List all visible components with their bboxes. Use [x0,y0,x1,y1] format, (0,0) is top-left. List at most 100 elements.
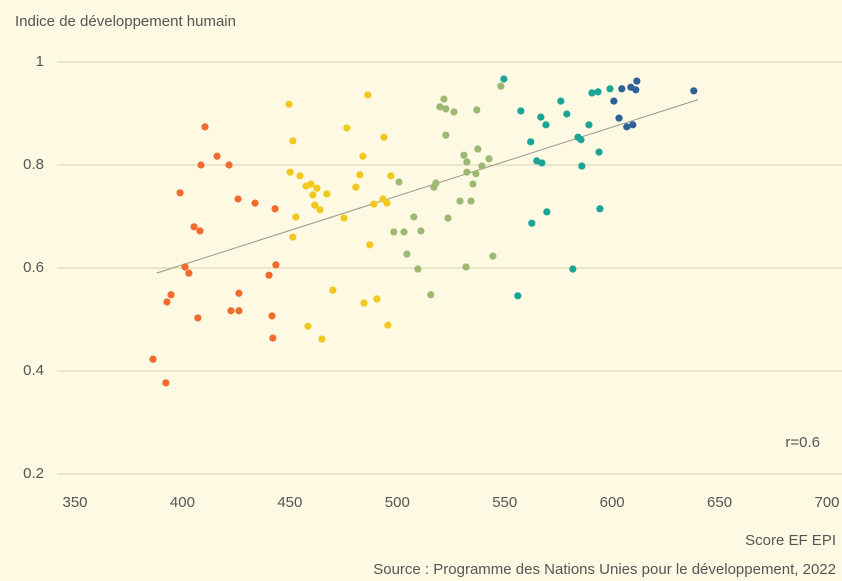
point [403,250,411,258]
point [538,159,546,167]
point [370,200,378,208]
point [227,307,235,315]
point [478,162,486,170]
chart-title: Indice de développement humain [15,13,236,30]
point [569,265,577,273]
point [563,110,571,118]
point [517,107,525,115]
point [289,233,297,241]
point [316,206,324,214]
point [360,299,368,307]
point [450,108,458,116]
point [234,195,242,203]
x-axis-label: Score EF EPI [745,532,836,549]
x-tick-label: 500 [385,494,410,511]
point [318,335,326,343]
point [296,172,304,180]
point [383,199,391,207]
point [557,97,565,105]
point [410,213,418,221]
point [633,77,641,85]
point [417,227,425,235]
point [629,121,637,129]
point [167,291,175,299]
point [489,252,497,260]
point [500,75,508,83]
point [359,152,367,160]
point [366,241,374,249]
point [340,214,348,222]
point [595,148,603,156]
point [269,334,277,342]
point [469,180,477,188]
point [414,265,422,273]
x-tick-label: 550 [492,494,517,511]
point [286,168,294,176]
point [444,214,452,222]
point [162,379,170,387]
point [311,201,319,209]
point [197,161,205,169]
point [442,105,450,113]
point [149,355,157,363]
point [181,263,189,271]
x-tick-label: 650 [707,494,732,511]
point [292,213,300,221]
point [176,189,184,197]
point [427,291,435,299]
point [390,228,398,236]
point [594,88,602,96]
point [289,137,297,145]
point [373,295,381,303]
point [467,197,475,205]
point [196,227,204,235]
point [235,307,243,315]
point [456,197,464,205]
point [285,100,293,108]
y-tick-label: 0.4 [23,362,44,379]
point [542,121,550,129]
point [356,171,364,179]
point [596,205,604,213]
point [543,208,551,216]
x-tick-label: 600 [600,494,625,511]
point [462,263,470,271]
point [463,158,471,166]
point [307,180,315,188]
point [185,269,193,277]
point [527,138,535,146]
point [440,95,448,103]
point [235,289,243,297]
point [213,152,221,160]
point [271,205,279,213]
point [329,286,337,294]
point [485,155,493,163]
point [352,183,360,191]
point [578,162,586,170]
point [615,114,623,122]
point [323,190,331,198]
point [163,298,171,306]
point [473,106,481,114]
point [528,219,536,227]
point [225,161,233,169]
point [514,292,522,300]
point [190,223,198,231]
point [387,172,395,180]
point [632,86,640,94]
point [272,261,280,269]
point [460,151,468,159]
trend-line [156,99,699,274]
point [618,85,626,93]
point [395,178,403,186]
x-tick-label: 400 [170,494,195,511]
point [201,123,209,131]
point [251,199,259,207]
point [380,133,388,141]
point [472,170,480,178]
point [304,322,312,330]
point [577,136,585,144]
point [623,123,631,131]
source: Source : Programme des Nations Unies pou… [373,561,836,578]
annotation: r=0.6 [785,434,820,451]
